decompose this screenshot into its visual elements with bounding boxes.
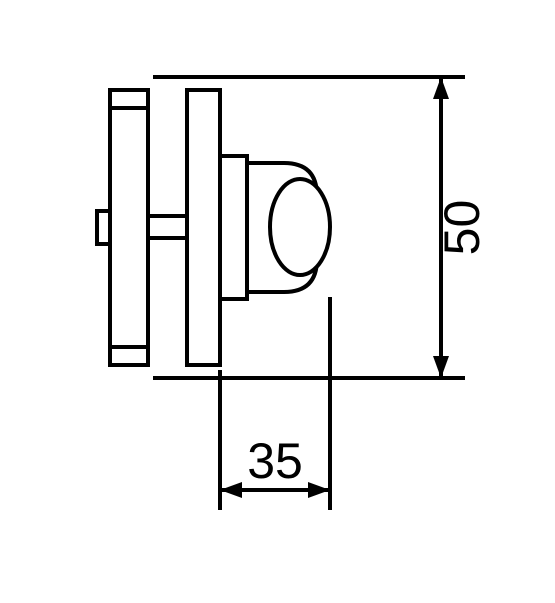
dimension-height-label: 50: [434, 200, 490, 256]
dimension-width-label: 35: [247, 433, 303, 489]
